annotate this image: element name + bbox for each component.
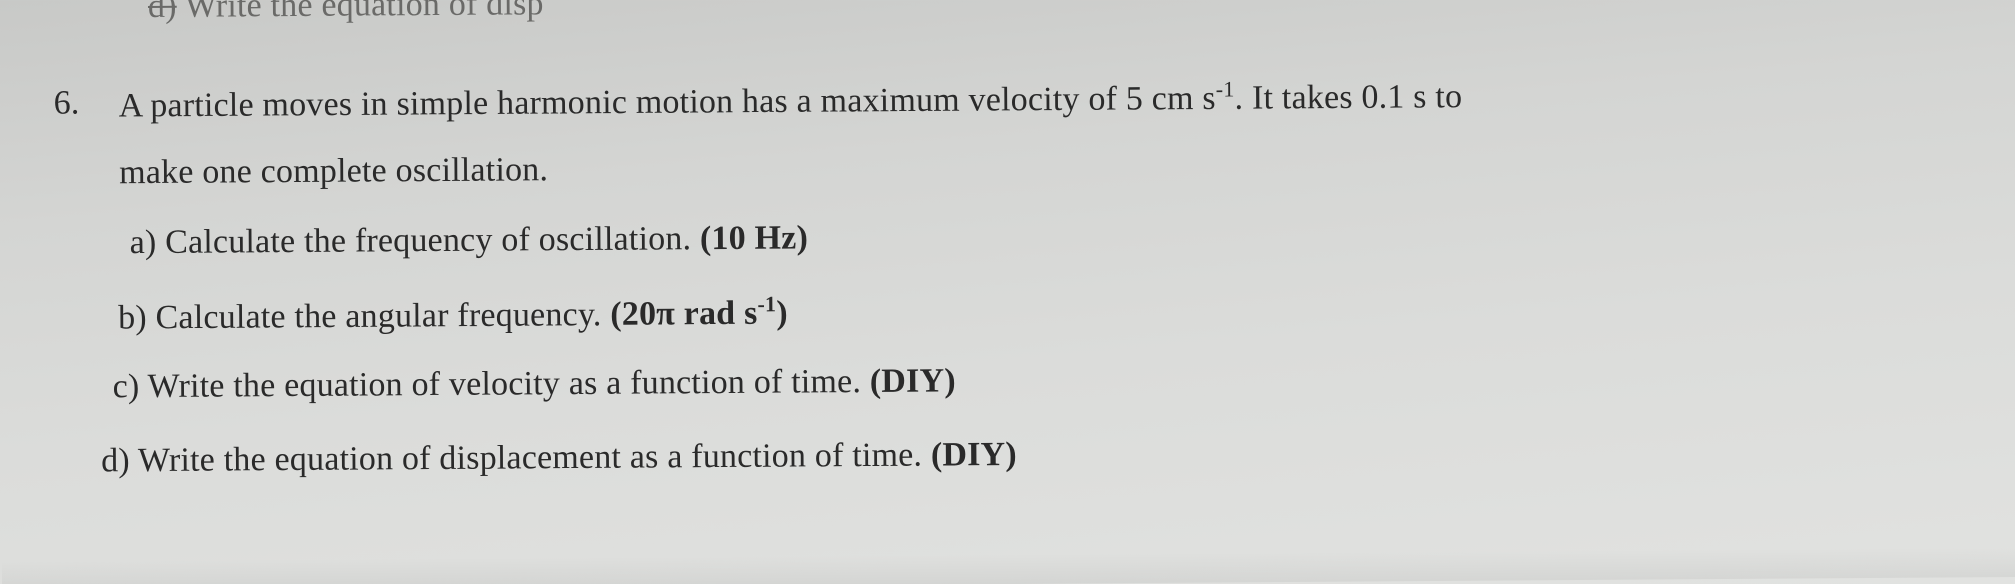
question-number: 6. [54, 84, 80, 121]
prev-item-label: d) [148, 0, 177, 25]
part-b-answer-exp: -1 [757, 292, 776, 317]
part-d-answer: (DIY) [931, 436, 1017, 474]
stem-tail: . It takes 0.1 s to [1234, 78, 1462, 117]
part-b-answer-prefix: (20 [610, 296, 656, 333]
part-d-text: Write the equation of displacement as a … [138, 437, 922, 479]
part-c-text: Write the equation of velocity as a func… [147, 363, 861, 405]
part-b-answer-close: ) [776, 295, 788, 332]
q6-number: 6. [54, 84, 80, 122]
part-b-text: Calculate the angular frequency. [155, 296, 601, 336]
part-d: d) Write the equation of displacement as… [101, 436, 1017, 480]
stem-text-2: make one complete oscillation. [119, 151, 548, 191]
page-shadow [2, 547, 2015, 584]
stem-text-1: A particle moves in simple harmonic moti… [119, 80, 1216, 125]
part-b-answer-pi: π [656, 296, 675, 333]
part-c-answer: (DIY) [870, 362, 956, 400]
q6-stem-line2: make one complete oscillation. [119, 151, 548, 192]
q6-stem-line1: A particle moves in simple harmonic moti… [119, 75, 1463, 126]
part-b-answer-suffix: rad s [675, 295, 758, 333]
part-a: a) Calculate the frequency of oscillatio… [130, 219, 809, 262]
scanned-page: d) Write the equation of disp 6. A parti… [0, 0, 2015, 584]
prev-item-line: d) Write the equation of disp [148, 0, 544, 26]
stem-exp: -1 [1216, 76, 1235, 101]
part-a-answer: (10 Hz) [700, 219, 808, 257]
part-d-label: d) [101, 442, 130, 479]
part-b-label: b) [118, 299, 147, 336]
part-c-label: c) [113, 368, 140, 405]
part-b: b) Calculate the angular frequency. (20π… [118, 292, 788, 338]
part-c: c) Write the equation of velocity as a f… [113, 362, 956, 406]
prev-item-text: Write the equation of disp [185, 0, 544, 25]
part-b-answer: (20π rad s-1) [610, 295, 788, 333]
part-a-text: Calculate the frequency of oscillation. [165, 220, 691, 261]
part-a-label: a) [130, 224, 157, 261]
